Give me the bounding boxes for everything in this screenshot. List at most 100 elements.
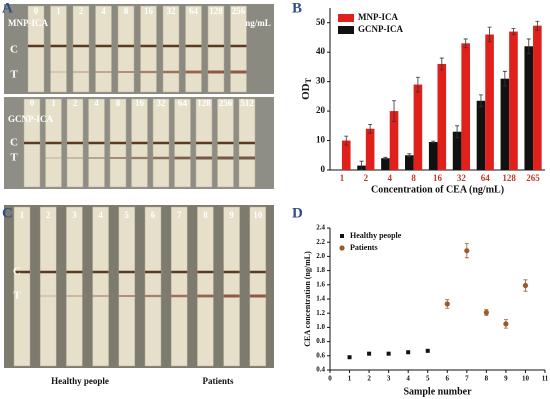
strip-label: 16	[144, 6, 154, 16]
bar	[389, 111, 399, 170]
bar	[413, 84, 423, 170]
point	[406, 350, 411, 355]
photo	[4, 4, 274, 94]
strip-label: 9	[229, 210, 234, 220]
strip-label: 16	[135, 98, 145, 108]
bar	[437, 63, 447, 170]
test-strip	[230, 5, 247, 93]
test-strip	[95, 5, 112, 93]
bar	[428, 142, 438, 170]
error-bar	[368, 123, 373, 134]
y-tick-label: 2.4	[316, 224, 325, 232]
x-tick-label: 0	[328, 375, 332, 383]
strip-label: 8	[116, 98, 121, 108]
x-tick-label: 16	[433, 173, 443, 183]
y-axis-label-sub: T	[304, 77, 313, 83]
legend-label: Patients	[350, 243, 378, 252]
y-tick-label: 1.6	[316, 280, 325, 288]
bar	[476, 100, 486, 170]
error-bar	[431, 140, 436, 144]
line-label: T	[13, 290, 21, 302]
x-tick-label: 265	[526, 173, 540, 183]
x-tick-label: 6	[446, 375, 450, 383]
y-tick-label: 0.8	[316, 337, 325, 345]
strip-label: 4	[101, 6, 106, 16]
panel-letter: A	[2, 0, 13, 16]
x-tick-label: 32	[457, 173, 467, 183]
point	[425, 348, 430, 353]
bar	[461, 43, 470, 170]
legend-swatch	[338, 14, 354, 22]
bar	[381, 158, 390, 170]
panel-letter: D	[292, 205, 303, 221]
legend-label: GCNP-ICA	[358, 24, 403, 34]
test-strip	[50, 5, 67, 93]
point	[464, 248, 470, 254]
strip-label: 2	[46, 210, 51, 220]
x-tick-label: 5	[426, 375, 430, 383]
strip-label: 1	[51, 98, 56, 108]
x-tick-label: 2	[364, 173, 369, 183]
strip-label: 1	[20, 210, 25, 220]
test-strip	[72, 5, 90, 93]
error-bar	[535, 20, 540, 31]
line-label: C	[10, 137, 18, 149]
x-tick-label: 10	[522, 375, 530, 383]
x-tick-label: 1	[340, 173, 345, 183]
point	[367, 351, 372, 356]
bar	[365, 128, 375, 170]
legend-label: MNP-ICA	[358, 12, 398, 22]
test-strip	[207, 5, 225, 93]
strip-label: 32	[157, 98, 167, 108]
error-bar	[526, 38, 531, 55]
assay-name: GCNP-ICA	[8, 114, 53, 124]
group-label: Healthy people	[51, 376, 109, 386]
error-bar	[463, 38, 468, 49]
strip-label: 256	[219, 98, 233, 108]
test-strip	[118, 206, 136, 367]
x-axis-label: Concentration of CEA (ng/mL)	[371, 184, 504, 195]
y-tick-label: 1.2	[316, 309, 325, 317]
y-tick-label: 1.4	[316, 295, 325, 303]
y-tick-label: 10	[316, 135, 326, 145]
strip-label: 8	[124, 6, 129, 16]
x-tick-label: 8	[411, 173, 416, 183]
y-axis-label-main: OD	[300, 83, 312, 100]
bar	[509, 31, 518, 171]
error-bar	[487, 26, 492, 43]
test-strip	[249, 206, 267, 367]
strip-label: 2	[73, 98, 78, 108]
test-strip	[162, 5, 180, 93]
y-axis-label: ODT	[300, 77, 313, 100]
y-tick-label: 2.0	[316, 252, 325, 260]
strip-label: 5	[125, 210, 130, 220]
error-bar	[359, 160, 364, 171]
y-tick-label: 0.4	[316, 366, 325, 374]
strip-label: 128	[209, 6, 223, 16]
strip-label: 64	[189, 6, 199, 16]
x-tick-label: 64	[481, 173, 491, 183]
line-label: T	[10, 152, 18, 164]
y-axis-label: CEA concentration (ng/mL)	[303, 251, 312, 347]
x-tick-label: 4	[406, 375, 410, 383]
x-tick-label: 8	[485, 375, 489, 383]
error-bar	[455, 125, 460, 138]
point	[522, 282, 529, 289]
point	[444, 301, 450, 307]
error-bar	[502, 70, 507, 87]
legend-marker	[339, 245, 345, 251]
strip-label: 6	[151, 210, 156, 220]
panel-letter: B	[292, 0, 302, 16]
bar	[405, 155, 414, 170]
strip-label: 4	[94, 98, 99, 108]
error-bar	[407, 153, 412, 158]
bar	[533, 25, 542, 170]
x-tick-label: 2	[367, 375, 371, 383]
unit-label: ng/mL	[245, 18, 271, 28]
strip-label: 3	[72, 210, 77, 220]
test-strip	[185, 5, 202, 93]
x-tick-label: 7	[465, 375, 469, 383]
test-strip	[92, 206, 109, 367]
error-bar	[344, 135, 349, 146]
